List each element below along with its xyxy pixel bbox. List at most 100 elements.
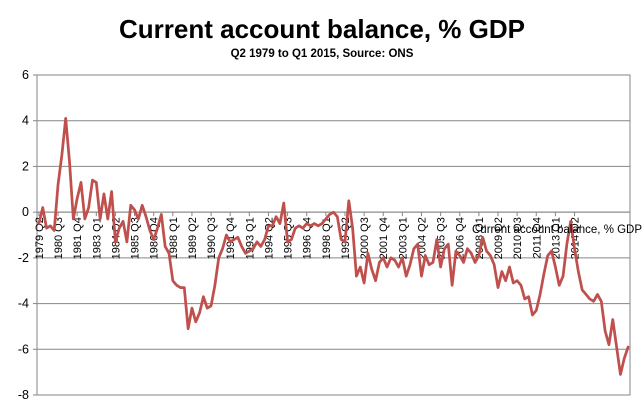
data-point [271, 224, 274, 227]
data-point [619, 373, 622, 376]
data-point [145, 215, 148, 218]
x-tick-label: 1979 Q2 [34, 217, 46, 259]
x-tick-label: 2006 Q4 [455, 217, 467, 259]
data-point [301, 227, 304, 230]
data-point [539, 293, 542, 296]
data-point [608, 343, 611, 346]
data-point [332, 211, 335, 214]
data-point [481, 236, 484, 239]
data-point [531, 314, 534, 317]
plot-area-border [36, 74, 631, 396]
x-tick-label: 1998 Q1 [321, 217, 333, 259]
data-point [294, 227, 297, 230]
data-point [336, 215, 339, 218]
data-point [466, 247, 469, 250]
data-point [409, 263, 412, 266]
data-point [309, 224, 312, 227]
data-point [516, 279, 519, 282]
data-point [535, 309, 538, 312]
data-point [64, 117, 67, 120]
data-point [363, 282, 366, 285]
x-tick-label: 1981 Q4 [72, 217, 84, 259]
series-layer [37, 117, 630, 376]
data-point [240, 245, 243, 248]
data-point [317, 224, 320, 227]
data-point [592, 300, 595, 303]
data-point [623, 357, 626, 360]
data-point [91, 179, 94, 182]
data-point [604, 330, 607, 333]
data-point [168, 252, 171, 255]
data-point [175, 284, 178, 287]
data-point [321, 222, 324, 225]
data-point [267, 224, 270, 227]
data-point [508, 266, 511, 269]
data-point [397, 266, 400, 269]
data-point [474, 261, 477, 264]
series-line-current-account [37, 117, 630, 376]
data-point [439, 266, 442, 269]
data-point [129, 204, 132, 207]
data-point [194, 320, 197, 323]
data-point [233, 238, 236, 241]
y-tick-label: 4 [22, 114, 29, 128]
data-point [569, 220, 572, 223]
data-point [447, 243, 450, 246]
data-point [367, 252, 370, 255]
data-point [435, 238, 438, 241]
data-point [324, 218, 327, 221]
data-point [229, 240, 232, 243]
data-point [615, 346, 618, 349]
data-point [562, 275, 565, 278]
data-point [355, 275, 358, 278]
data-point [114, 240, 117, 243]
x-tick-label: 1985 Q3 [130, 217, 142, 259]
data-point [244, 252, 247, 255]
data-point [497, 286, 500, 289]
data-point [432, 261, 435, 264]
data-point [378, 261, 381, 264]
data-point [236, 236, 239, 239]
data-point [313, 222, 316, 225]
data-point [298, 224, 301, 227]
data-point [493, 263, 496, 266]
data-point [80, 181, 83, 184]
data-point [141, 204, 144, 207]
data-point [627, 346, 630, 349]
data-point [374, 279, 377, 282]
data-point [279, 222, 282, 225]
data-point [160, 213, 163, 216]
data-point [53, 229, 56, 232]
data-point [106, 218, 109, 221]
data-point [72, 218, 75, 221]
y-tick-label: -6 [18, 342, 29, 356]
data-point [389, 256, 392, 259]
y-axis-tick-labels: 6 4 2 0 -2 -4 -6 -8 [18, 68, 29, 402]
data-point [546, 254, 549, 257]
data-point [99, 218, 102, 221]
data-point [45, 227, 48, 230]
data-point [512, 282, 515, 285]
data-point [87, 206, 90, 209]
data-point [191, 307, 194, 310]
data-point [49, 224, 52, 227]
data-point [225, 234, 228, 237]
data-point [527, 295, 530, 298]
x-tick-label: 1983 Q1 [91, 217, 103, 259]
data-point [344, 240, 347, 243]
data-point [290, 238, 293, 241]
data-point [554, 266, 557, 269]
data-point [585, 293, 588, 296]
data-point [60, 154, 63, 157]
y-tick-label: -8 [18, 388, 29, 402]
chart-title: Current account balance, % GDP [119, 14, 525, 44]
data-point [164, 245, 167, 248]
data-point [328, 213, 331, 216]
data-point [41, 206, 44, 209]
data-point [359, 266, 362, 269]
data-point [38, 222, 41, 225]
data-point [347, 199, 350, 202]
data-point [210, 304, 213, 307]
x-tick-label: 2000 Q3 [359, 217, 371, 259]
data-point [68, 160, 71, 163]
